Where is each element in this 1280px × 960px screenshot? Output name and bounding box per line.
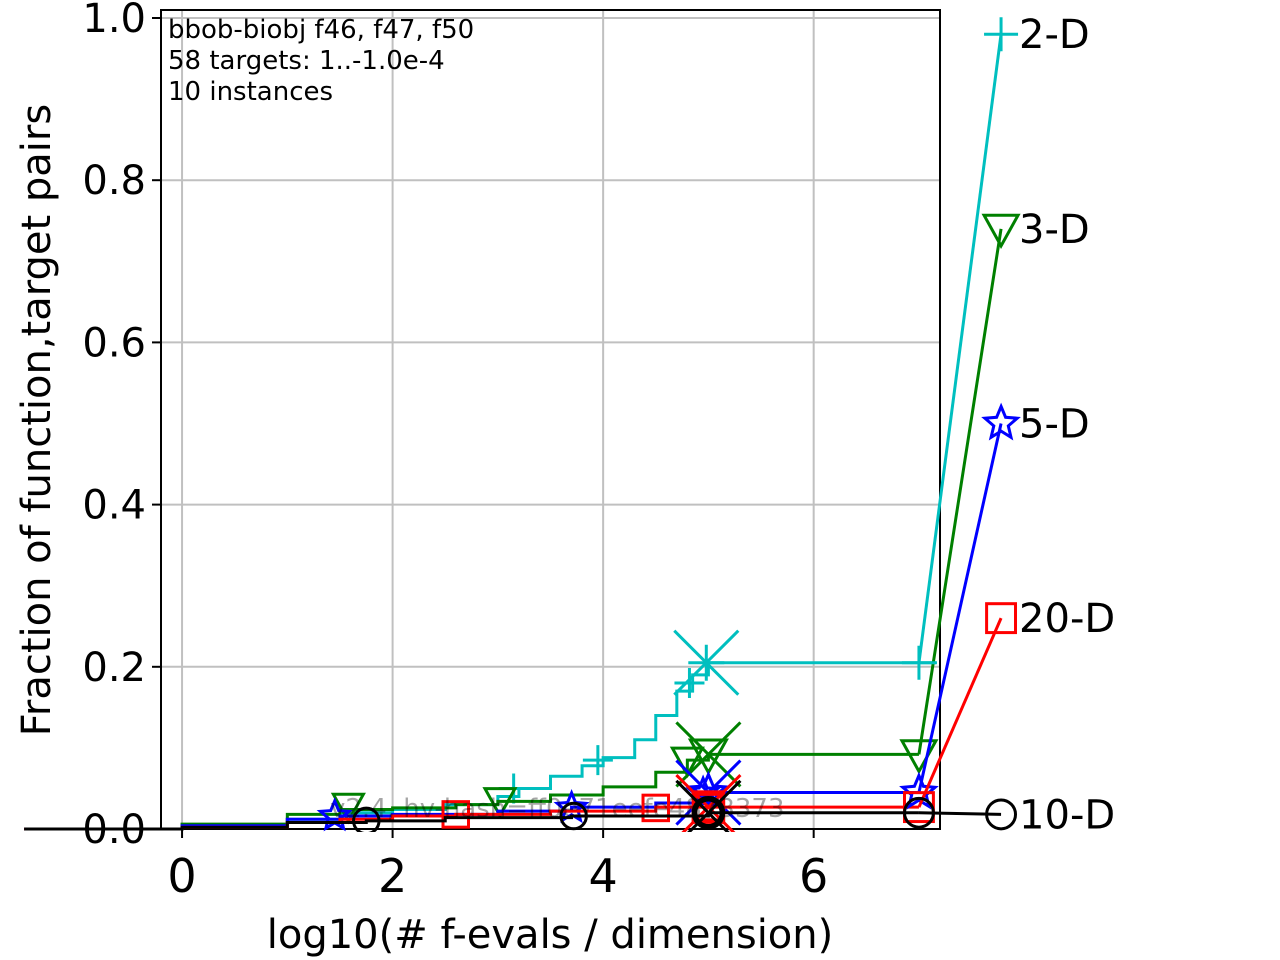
x-tick-label: 4 — [588, 849, 617, 903]
dimension-label-2d: 2-D — [1019, 12, 1090, 58]
frame-marker-5d — [899, 771, 939, 810]
final-segments — [899, 17, 1021, 831]
budget-marker-10d — [691, 795, 726, 830]
dimension-label-5d: 5-D — [1019, 402, 1090, 448]
grid-lines — [161, 10, 940, 830]
final-marker-3d — [981, 213, 1021, 249]
series-marker-3d — [330, 792, 366, 825]
y-tick-label: 0.2 — [82, 645, 146, 691]
y-tick-label: 0.8 — [82, 158, 146, 204]
y-tick-label: 0.4 — [82, 483, 146, 529]
final-segment-2d — [917, 34, 1003, 663]
budget-marker-2d — [688, 644, 725, 681]
plot-frame — [160, 9, 941, 830]
y-tick-label: 1.0 — [82, 0, 146, 42]
dimension-label-20d: 20-D — [1019, 596, 1115, 642]
series-line-10d — [24, 811, 919, 831]
x-axis-title: log10(# f-evals / dimension) — [267, 912, 834, 958]
final-marker-20d — [985, 602, 1018, 635]
budget-cross-3d — [675, 721, 742, 788]
annotation-block: bbob-biobj f46, f47, f50 58 targets: 1..… — [168, 15, 474, 107]
annotation-line-2: 58 targets: 1..-1.0e-4 — [168, 46, 445, 76]
series-marker-3d — [669, 746, 705, 779]
dimension-label-10d: 10-D — [1019, 792, 1115, 838]
final-segment-10d — [918, 811, 1002, 816]
final-segment-5d — [917, 423, 1003, 793]
final-segment-3d — [917, 228, 1003, 755]
final-marker-5d — [981, 402, 1021, 441]
y-tick-label: 0.0 — [82, 807, 146, 853]
dimension-label-3d: 3-D — [1019, 207, 1090, 253]
y-tick-label: 0.6 — [82, 320, 146, 366]
x-tick-label: 6 — [799, 849, 828, 903]
series-marker-10d — [559, 801, 588, 831]
series-marker-20d — [641, 793, 671, 823]
budget-cross-10d — [675, 779, 742, 832]
y-axis-title: Fraction of function,target pairs — [14, 104, 60, 736]
series-10d — [24, 779, 919, 832]
series-marker-20d — [441, 800, 471, 829]
budget-cross-20d — [675, 774, 742, 832]
final-segment-20d — [917, 617, 1003, 808]
final-marker-2d — [984, 17, 1019, 52]
annotation-line-3: 10 instances — [168, 77, 333, 107]
series-layer — [24, 17, 1021, 832]
series-marker-2d — [582, 745, 613, 776]
series-clip-group — [24, 629, 919, 832]
x-tick-label: 2 — [378, 849, 407, 903]
series-marker-2d — [674, 668, 705, 699]
series-marker-10d — [352, 806, 381, 832]
x-tick-label: 0 — [167, 849, 196, 903]
budget-marker-3d — [687, 738, 729, 776]
series-marker-10d — [694, 798, 723, 828]
annotation-line-1: bbob-biobj f46, f47, f50 — [168, 15, 474, 45]
version-watermark: v2.4, hv-hash=ff0e71eefe4873373 — [330, 794, 785, 824]
final-marker-10d — [985, 798, 1018, 831]
dimension-labels: 2-D 3-D 5-D 20-D 10-D — [1019, 12, 1115, 838]
series-marker-3d — [482, 787, 518, 819]
axis-ticks: 0 2 4 6 0.0 0.2 0.4 0.6 0.8 1.0 — [82, 0, 828, 903]
